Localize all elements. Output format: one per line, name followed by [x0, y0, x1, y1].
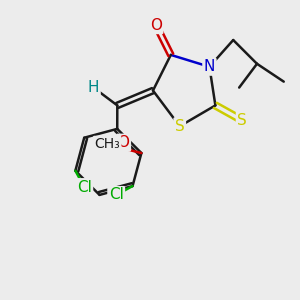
Text: Cl: Cl	[109, 188, 124, 202]
Text: O: O	[150, 18, 162, 33]
Text: S: S	[175, 119, 184, 134]
Text: O: O	[118, 135, 130, 150]
Text: S: S	[237, 113, 247, 128]
Text: Cl: Cl	[77, 180, 92, 195]
Text: CH₃: CH₃	[94, 137, 120, 151]
Text: H: H	[88, 80, 99, 95]
Text: N: N	[204, 59, 215, 74]
